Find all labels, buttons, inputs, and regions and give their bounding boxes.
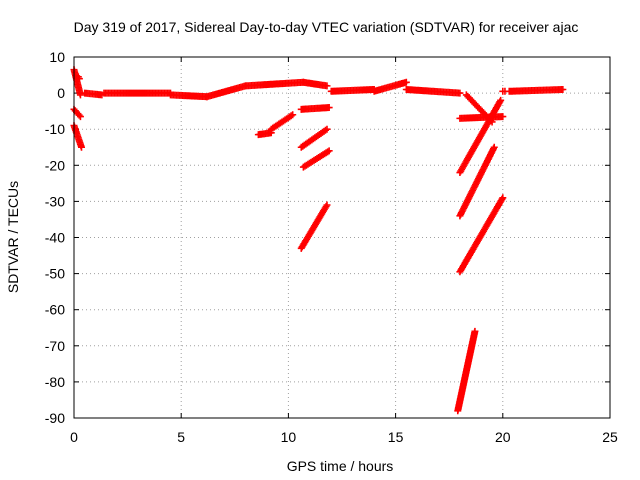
data-point: [321, 126, 329, 134]
grid-lines: [74, 57, 610, 418]
x-tick-label: 25: [602, 429, 618, 445]
data-point: [499, 113, 507, 121]
x-tick-label: 10: [281, 429, 297, 445]
data-point: [75, 75, 83, 83]
data-point: [499, 194, 507, 202]
data-point: [289, 111, 297, 119]
data-point: [78, 143, 86, 151]
y-tick-label: -20: [45, 157, 65, 173]
data-point: [322, 203, 330, 211]
data-point: [325, 147, 333, 155]
data-point: [496, 98, 504, 106]
data-point: [323, 82, 331, 90]
data-series-segment: [456, 194, 507, 276]
data-series-segment: [297, 201, 331, 252]
data-series-segment: [456, 113, 507, 122]
data-series-segment: [70, 105, 84, 121]
data-series-segment: [370, 78, 410, 95]
data-series-segment: [70, 122, 86, 151]
data-series-segment: [203, 82, 250, 101]
data-series-segment: [299, 147, 333, 171]
data-series-segment: [81, 89, 106, 99]
data-series-segment: [327, 85, 378, 95]
data-point: [456, 89, 464, 97]
data-point: [76, 113, 84, 121]
x-tick-label: 0: [70, 429, 78, 445]
y-tick-label: -50: [45, 266, 65, 282]
data-series-segment: [299, 78, 331, 90]
data-series-segment: [499, 87, 509, 95]
data-series-segment: [456, 96, 505, 177]
data-point: [498, 195, 506, 203]
data-series-segment: [505, 85, 567, 95]
y-tick-label: 0: [57, 85, 65, 101]
y-tick-label: -10: [45, 121, 65, 137]
data-point: [471, 327, 479, 335]
data-series-segment: [297, 125, 331, 151]
data-point: [490, 143, 498, 151]
y-tick-label: -90: [45, 410, 65, 426]
x-axis-label: GPS time / hours: [287, 458, 394, 474]
data-point: [287, 112, 295, 120]
data-series-segment: [100, 89, 174, 97]
x-tick-label: 20: [495, 429, 511, 445]
data-point: [323, 201, 331, 209]
data-points: [70, 66, 567, 415]
data-series-segment: [454, 327, 479, 415]
x-tick-label: 5: [177, 429, 185, 445]
data-point: [497, 96, 505, 104]
y-tick-label: -40: [45, 230, 65, 246]
data-series-segment: [267, 111, 297, 133]
chart-title: Day 319 of 2017, Sidereal Day-to-day VTE…: [74, 19, 579, 35]
y-tick-label: -80: [45, 374, 65, 390]
data-series-segment: [456, 143, 498, 220]
data-point: [75, 111, 83, 119]
axis-ticks: 0 5 10 15 20 25 10 0 -10 -20 -30 -40 -50 -60 -70 -80 -90: [45, 49, 618, 445]
y-tick-label: 10: [49, 49, 65, 65]
data-point: [402, 78, 410, 86]
data-point: [323, 125, 331, 133]
y-tick-label: -70: [45, 338, 65, 354]
data-series-segment: [74, 73, 83, 83]
data-point: [559, 85, 567, 93]
data-series-segment: [402, 85, 464, 97]
y-tick-label: -30: [45, 193, 65, 209]
data-point: [324, 148, 332, 156]
y-axis-label: SDTVAR / TECUs: [5, 181, 21, 293]
data-point: [76, 91, 84, 99]
data-point: [325, 104, 333, 112]
data-series-segment: [297, 104, 333, 113]
data-series-segment: [166, 91, 211, 101]
data-series-segment: [242, 78, 307, 90]
plot-frame: [73, 56, 611, 419]
y-tick-label: -60: [45, 302, 65, 318]
x-tick-label: 15: [388, 429, 404, 445]
